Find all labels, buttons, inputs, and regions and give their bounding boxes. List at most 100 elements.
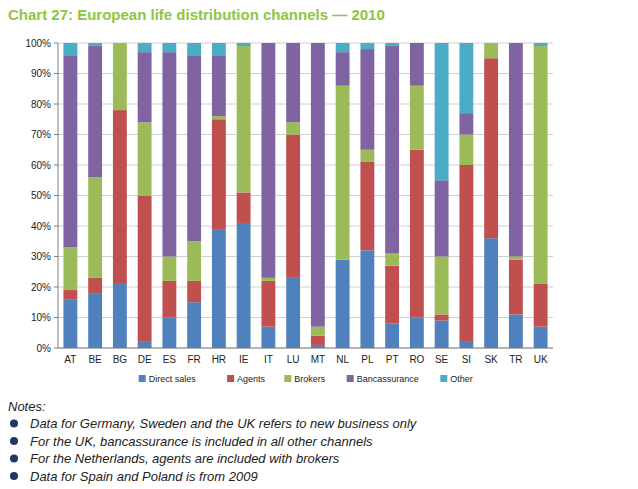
bar-segment (261, 278, 275, 281)
tick (54, 73, 58, 74)
bar-segment (212, 43, 226, 55)
y-axis (58, 43, 59, 348)
bar-segment (261, 281, 275, 327)
bar-segment (286, 43, 300, 44)
bar-segment (385, 253, 399, 265)
tick-label: 20% (31, 282, 51, 293)
tick-label: 60% (31, 160, 51, 171)
bar-segment (435, 43, 449, 180)
bar-segment (459, 43, 473, 113)
bar-segment (459, 342, 473, 348)
category-label: BG (113, 354, 128, 365)
bar-segment (435, 314, 449, 320)
bar-segment (212, 229, 226, 348)
grid-line (58, 134, 553, 135)
bar-segment (410, 318, 424, 349)
legend-swatch (440, 375, 447, 382)
legend-swatch (347, 375, 354, 382)
bar-segment (336, 86, 350, 260)
bar-segment (113, 284, 127, 348)
chart: Chart 27: European life distribution cha… (0, 0, 638, 489)
category-label: IT (264, 354, 273, 365)
tick (54, 165, 58, 166)
category-label: MT (311, 354, 325, 365)
bar-segment (113, 43, 127, 44)
tick (54, 43, 58, 44)
category-label: ES (163, 354, 177, 365)
legend-swatch (284, 375, 291, 382)
bar-segment (138, 342, 152, 348)
bar-segment (286, 122, 300, 134)
bar-segment (138, 43, 152, 52)
bar-segment (410, 150, 424, 318)
tick-label: 0% (37, 343, 52, 354)
bar-segment (534, 46, 548, 284)
note: Data for Germany, Sweden and the UK refe… (30, 416, 418, 431)
bar-segment (311, 43, 325, 327)
note-bullet (10, 455, 18, 463)
category-label: FR (187, 354, 200, 365)
tick (54, 317, 58, 318)
tick-label: 90% (31, 68, 51, 79)
note: Data for Spain and Poland is from 2009 (30, 469, 258, 484)
bar-segment (162, 281, 176, 318)
bar-segment (162, 257, 176, 281)
bar-segment (212, 119, 226, 229)
note-bullet (10, 420, 18, 428)
bars (63, 43, 547, 348)
bar-segment (360, 162, 374, 250)
bar-segment (63, 299, 77, 348)
bar-segment (410, 43, 424, 44)
bar-segment (459, 135, 473, 166)
bar-segment (88, 278, 102, 293)
bar-segment (212, 55, 226, 116)
tick-label: 70% (31, 129, 51, 140)
category-label: TR (509, 354, 522, 365)
bar-segment (187, 281, 201, 302)
category-label: RO (409, 354, 424, 365)
tick (54, 256, 58, 257)
bar-segment (63, 290, 77, 299)
bar-segment (435, 321, 449, 348)
category-label: IE (239, 354, 249, 365)
tick-label: 50% (31, 190, 51, 201)
category-label: HR (212, 354, 226, 365)
bar-segment (113, 110, 127, 284)
legend-label: Agents (237, 374, 266, 384)
bar-segment (459, 165, 473, 342)
bar-segment (261, 43, 275, 44)
bar-segment (261, 43, 275, 278)
bar-segment (311, 345, 325, 348)
bar-segment (187, 55, 201, 241)
category-label: AT (64, 354, 76, 365)
tick-label: 40% (31, 221, 51, 232)
title: Chart 27: European life distribution cha… (8, 6, 385, 23)
bar-segment (534, 284, 548, 327)
bar-segment (360, 150, 374, 162)
bar-segment (113, 43, 127, 44)
bar-segment (88, 177, 102, 278)
tick-label: 80% (31, 99, 51, 110)
bar-segment (484, 43, 498, 44)
category-label: BE (88, 354, 102, 365)
grid-line (58, 256, 553, 257)
tick (54, 195, 58, 196)
bar-segment (385, 324, 399, 348)
bar-segment (237, 223, 251, 348)
bar-segment (484, 58, 498, 238)
bar-segment (360, 49, 374, 150)
tick (54, 226, 58, 227)
category-label: LU (287, 354, 300, 365)
bar-segment (484, 43, 498, 44)
bar-segment (88, 293, 102, 348)
grid-line (58, 104, 553, 105)
tick-label: 10% (31, 312, 51, 323)
bar-segment (534, 43, 548, 46)
bar-segment (187, 302, 201, 348)
note: For the Netherlands, agents are included… (30, 451, 340, 466)
bar-segment (311, 336, 325, 345)
legend-label: Other (450, 374, 473, 384)
tick-label: 100% (25, 38, 51, 49)
bar-segment (237, 43, 251, 46)
tick-label: 30% (31, 251, 51, 262)
